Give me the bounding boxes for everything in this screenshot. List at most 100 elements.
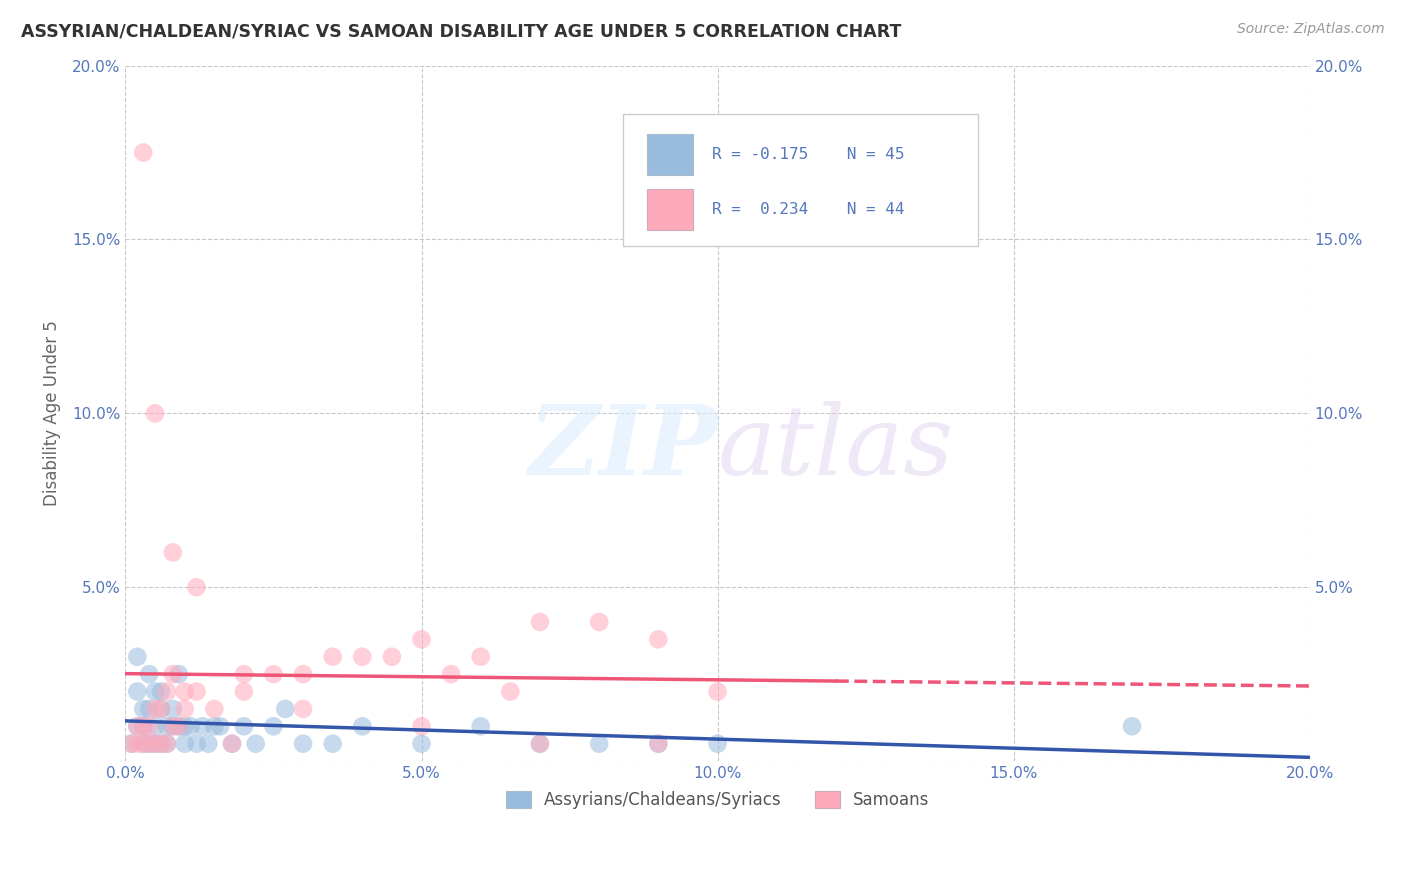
Point	[162, 702, 184, 716]
Point	[173, 702, 195, 716]
Point	[143, 702, 166, 716]
Point	[647, 737, 669, 751]
Point	[132, 737, 155, 751]
Text: R =  0.234    N = 44: R = 0.234 N = 44	[711, 202, 904, 218]
Point	[411, 632, 433, 647]
Point	[150, 737, 173, 751]
Point	[186, 580, 208, 594]
Point	[197, 737, 219, 751]
Point	[173, 719, 195, 733]
Text: Source: ZipAtlas.com: Source: ZipAtlas.com	[1237, 22, 1385, 37]
Point	[588, 737, 610, 751]
Point	[127, 684, 149, 698]
Point	[322, 649, 344, 664]
Point	[411, 737, 433, 751]
Point	[232, 684, 254, 698]
Point	[167, 667, 190, 681]
FancyBboxPatch shape	[647, 189, 693, 230]
Point	[162, 667, 184, 681]
Point	[167, 719, 190, 733]
Point	[138, 737, 160, 751]
Point	[647, 632, 669, 647]
Point	[202, 702, 225, 716]
Point	[173, 684, 195, 698]
Point	[470, 649, 492, 664]
Text: ZIP: ZIP	[527, 401, 717, 495]
Point	[232, 667, 254, 681]
Point	[162, 545, 184, 559]
Point	[143, 737, 166, 751]
Point	[132, 145, 155, 160]
Legend: Assyrians/Chaldeans/Syriacs, Samoans: Assyrians/Chaldeans/Syriacs, Samoans	[499, 784, 936, 815]
FancyBboxPatch shape	[623, 114, 979, 246]
Point	[706, 737, 728, 751]
Point	[647, 737, 669, 751]
Point	[138, 667, 160, 681]
Point	[381, 649, 404, 664]
Point	[132, 719, 155, 733]
Point	[143, 737, 166, 751]
Point	[127, 737, 149, 751]
Point	[156, 737, 179, 751]
Point	[162, 719, 184, 733]
Point	[263, 719, 285, 733]
Point	[411, 719, 433, 733]
Point	[138, 702, 160, 716]
Point	[202, 719, 225, 733]
Point	[132, 702, 155, 716]
Point	[150, 702, 173, 716]
Point	[529, 615, 551, 629]
Point	[127, 719, 149, 733]
Point	[120, 737, 142, 751]
Text: ASSYRIAN/CHALDEAN/SYRIAC VS SAMOAN DISABILITY AGE UNDER 5 CORRELATION CHART: ASSYRIAN/CHALDEAN/SYRIAC VS SAMOAN DISAB…	[21, 22, 901, 40]
Point	[186, 737, 208, 751]
Point	[132, 719, 155, 733]
Point	[167, 719, 190, 733]
Point	[470, 719, 492, 733]
Point	[529, 737, 551, 751]
Y-axis label: Disability Age Under 5: Disability Age Under 5	[44, 320, 60, 507]
Point	[209, 719, 232, 733]
Point	[440, 667, 463, 681]
Point	[274, 702, 297, 716]
Point	[221, 737, 243, 751]
Text: R = -0.175    N = 45: R = -0.175 N = 45	[711, 147, 904, 161]
Point	[132, 737, 155, 751]
Point	[191, 719, 214, 733]
Point	[156, 719, 179, 733]
Point	[127, 719, 149, 733]
Point	[150, 684, 173, 698]
Point	[162, 719, 184, 733]
Point	[150, 702, 173, 716]
Point	[186, 684, 208, 698]
Point	[143, 406, 166, 420]
Point	[292, 667, 315, 681]
Point	[352, 649, 374, 664]
Point	[180, 719, 202, 733]
Point	[352, 719, 374, 733]
Point	[245, 737, 267, 751]
Point	[150, 737, 173, 751]
Point	[138, 737, 160, 751]
Text: atlas: atlas	[717, 401, 953, 495]
Point	[143, 719, 166, 733]
Point	[156, 684, 179, 698]
Point	[1121, 719, 1143, 733]
Point	[588, 615, 610, 629]
Point	[529, 737, 551, 751]
Point	[127, 649, 149, 664]
Point	[156, 737, 179, 751]
Point	[138, 719, 160, 733]
Point	[499, 684, 522, 698]
Point	[120, 737, 142, 751]
FancyBboxPatch shape	[647, 134, 693, 175]
Point	[292, 702, 315, 716]
Point	[706, 684, 728, 698]
Point	[292, 737, 315, 751]
Point	[221, 737, 243, 751]
Point	[322, 737, 344, 751]
Point	[263, 667, 285, 681]
Point	[143, 684, 166, 698]
Point	[173, 737, 195, 751]
Point	[232, 719, 254, 733]
